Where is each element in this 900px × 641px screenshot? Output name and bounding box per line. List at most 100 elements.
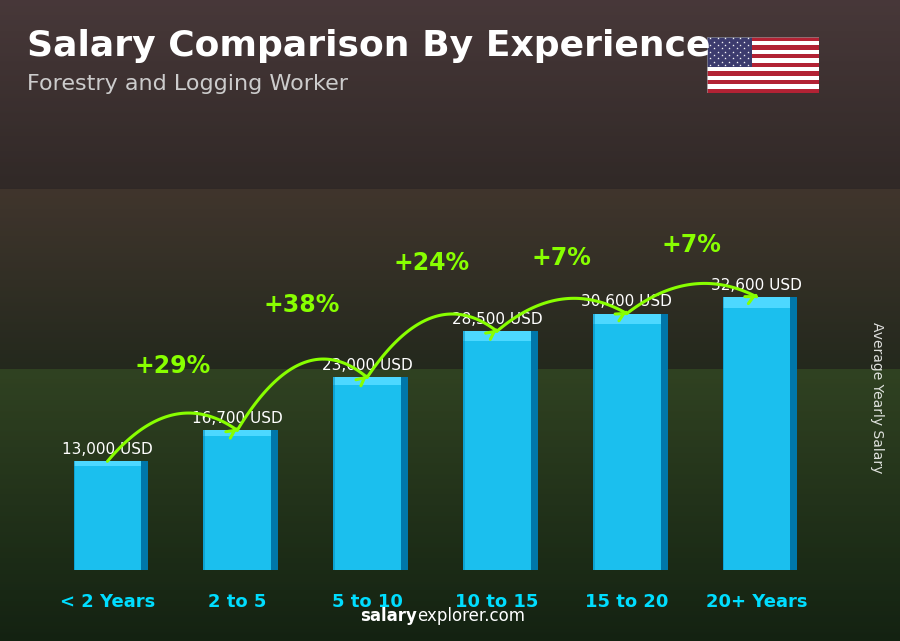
Bar bbox=[0, 560, 900, 564]
Bar bbox=[0, 530, 900, 535]
Bar bbox=[0, 145, 900, 149]
Bar bbox=[723, 297, 724, 570]
Bar bbox=[0, 323, 900, 328]
Bar bbox=[0, 494, 900, 498]
Bar bbox=[0, 383, 900, 388]
Bar bbox=[0, 460, 900, 465]
Bar bbox=[0, 594, 900, 598]
Bar bbox=[0, 135, 900, 140]
Bar bbox=[0, 111, 900, 115]
Bar bbox=[0, 74, 900, 79]
Bar bbox=[706, 58, 819, 63]
Bar bbox=[0, 455, 900, 459]
Bar bbox=[706, 63, 819, 67]
Bar bbox=[0, 184, 900, 188]
Bar bbox=[0, 529, 900, 533]
Bar bbox=[0, 16, 900, 20]
Bar bbox=[0, 514, 900, 519]
Bar bbox=[0, 24, 900, 28]
Bar bbox=[0, 192, 900, 196]
Bar bbox=[0, 29, 900, 33]
Bar bbox=[0, 178, 900, 183]
Bar bbox=[0, 253, 900, 258]
Bar bbox=[0, 354, 900, 358]
Bar bbox=[0, 476, 900, 481]
Bar bbox=[0, 329, 900, 334]
Bar bbox=[0, 289, 900, 294]
Text: +24%: +24% bbox=[394, 251, 470, 274]
Bar bbox=[0, 104, 900, 108]
Text: +7%: +7% bbox=[532, 246, 592, 269]
Bar bbox=[0, 53, 900, 57]
Bar bbox=[0, 231, 900, 235]
Bar bbox=[0, 206, 900, 210]
Bar bbox=[0, 151, 900, 155]
Bar bbox=[0, 246, 900, 251]
Bar bbox=[0, 592, 900, 597]
Bar bbox=[0, 440, 900, 444]
Bar bbox=[0, 467, 900, 471]
Bar bbox=[0, 163, 900, 167]
Bar bbox=[0, 8, 900, 12]
Bar bbox=[0, 147, 900, 152]
Bar bbox=[0, 228, 900, 233]
Bar bbox=[0, 21, 900, 25]
Bar bbox=[706, 49, 819, 54]
Bar bbox=[0, 276, 900, 280]
Bar bbox=[0, 338, 900, 343]
Bar bbox=[0, 167, 900, 171]
Bar bbox=[0, 579, 900, 583]
Bar bbox=[0, 381, 900, 385]
Bar bbox=[0, 613, 900, 618]
Bar bbox=[0, 432, 900, 437]
Bar bbox=[0, 624, 900, 629]
Bar bbox=[0, 45, 900, 49]
Bar bbox=[0, 215, 900, 220]
Bar bbox=[0, 166, 900, 171]
Bar bbox=[0, 475, 900, 479]
Bar bbox=[0, 165, 900, 169]
Bar bbox=[0, 343, 900, 347]
Bar bbox=[0, 303, 900, 307]
Bar bbox=[0, 328, 900, 332]
Bar bbox=[0, 296, 900, 301]
Bar bbox=[0, 397, 900, 401]
Text: Salary Comparison By Experience: Salary Comparison By Experience bbox=[27, 29, 710, 63]
Bar bbox=[0, 239, 900, 244]
Bar bbox=[0, 122, 900, 127]
Bar bbox=[0, 374, 900, 378]
Bar bbox=[0, 141, 900, 146]
Bar bbox=[0, 124, 900, 129]
Bar bbox=[0, 262, 900, 266]
Bar bbox=[0, 345, 900, 349]
Bar bbox=[0, 112, 900, 117]
Bar bbox=[0, 499, 900, 504]
Bar bbox=[0, 541, 900, 545]
Bar bbox=[0, 5, 900, 10]
Bar bbox=[0, 153, 900, 158]
Bar bbox=[0, 1, 900, 6]
Bar bbox=[0, 547, 900, 552]
Bar bbox=[0, 71, 900, 75]
Bar bbox=[0, 606, 900, 610]
Bar bbox=[0, 119, 900, 124]
Bar bbox=[0, 482, 900, 487]
Bar bbox=[0, 169, 900, 173]
Bar bbox=[464, 331, 531, 570]
Bar bbox=[0, 313, 900, 317]
Bar bbox=[0, 458, 900, 462]
Bar bbox=[0, 107, 900, 112]
Bar bbox=[0, 392, 900, 396]
Bar bbox=[0, 503, 900, 508]
Bar bbox=[706, 37, 819, 41]
Bar bbox=[0, 238, 900, 242]
Bar bbox=[0, 531, 900, 536]
Bar bbox=[0, 492, 900, 497]
Bar bbox=[0, 54, 900, 59]
Bar bbox=[0, 233, 900, 237]
Bar bbox=[0, 399, 900, 404]
Bar bbox=[0, 272, 900, 277]
Bar bbox=[0, 74, 900, 78]
Bar bbox=[0, 233, 900, 238]
Bar bbox=[0, 365, 900, 370]
